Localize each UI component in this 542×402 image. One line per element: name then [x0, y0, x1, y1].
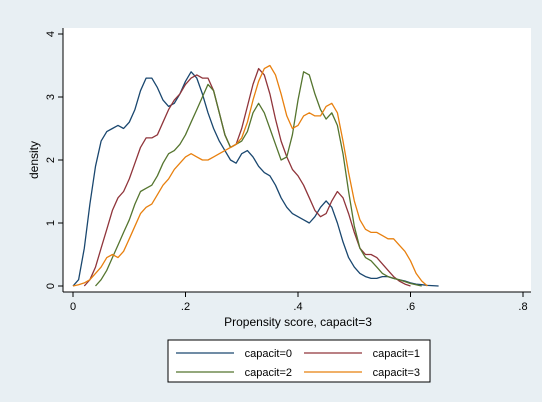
- y-tick-label: 2: [45, 157, 57, 163]
- series-lines: [72, 64, 439, 287]
- x-axis-ticks: 0 .2 .4 .6 .8: [70, 292, 528, 313]
- legend-label: capacit=2: [245, 367, 292, 379]
- x-tick-label: .4: [293, 301, 302, 313]
- y-axis-ticks: 0 1 2 3 4: [45, 31, 63, 289]
- legend: capacit=0 capacit=1 capacit=2 capacit=3: [176, 348, 420, 379]
- plot-area: [63, 28, 531, 292]
- series-line-capacit-1: [83, 67, 411, 287]
- x-tick-label: .2: [181, 301, 190, 313]
- y-tick-label: 3: [45, 94, 57, 100]
- legend-label: capacit=3: [373, 367, 420, 379]
- y-tick-label: 4: [45, 31, 57, 37]
- y-tick-label: 1: [45, 220, 57, 226]
- x-axis-label: Propensity score, capacit=3: [224, 315, 372, 329]
- series-line-capacit-2: [95, 71, 422, 287]
- x-tick-label: .6: [406, 301, 415, 313]
- legend-label: capacit=1: [373, 348, 420, 360]
- y-axis-label: density: [27, 141, 41, 179]
- legend-box: [167, 339, 431, 383]
- x-tick-label: .8: [518, 301, 527, 313]
- x-tick-label: 0: [70, 301, 76, 313]
- series-line-capacit-3: [72, 64, 428, 287]
- legend-label: capacit=0: [245, 348, 292, 360]
- y-tick-label: 0: [45, 283, 57, 289]
- series-line-capacit-0: [72, 71, 439, 287]
